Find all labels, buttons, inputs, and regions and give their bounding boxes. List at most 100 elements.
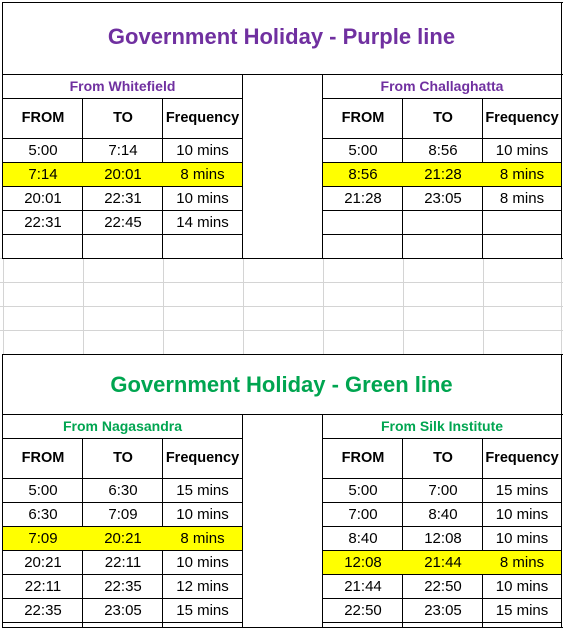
- from-nagasandra-label: From Nagasandra: [62, 418, 183, 434]
- table-cell-frequency: 10 mins: [176, 506, 229, 523]
- table-cell-from: 12:08: [344, 554, 382, 571]
- table-border: [322, 598, 561, 599]
- table-border: [322, 478, 561, 479]
- table-border: [322, 74, 323, 258]
- column-header-to: TO: [113, 450, 133, 466]
- gridline: [243, 258, 244, 354]
- column-header-frequency: Frequency: [165, 110, 240, 126]
- table-border: [2, 526, 242, 527]
- table-cell-to: 23:05: [104, 602, 142, 619]
- table-cell-frequency: 10 mins: [495, 506, 549, 523]
- table-cell-from: 5:00: [348, 482, 378, 499]
- table-cell-frequency: 8 mins: [180, 530, 225, 547]
- column-header-from: FROM: [341, 450, 385, 466]
- table-cell-frequency: 10 mins: [495, 142, 549, 159]
- table-cell-to: 6:30: [108, 482, 138, 499]
- table-border: [2, 234, 242, 235]
- table-cell-from: 20:01: [24, 190, 62, 207]
- from-silk-institute-label: From Silk Institute: [380, 418, 504, 434]
- table-cell-to: 20:21: [104, 530, 142, 547]
- table-border: [322, 138, 561, 139]
- table-cell-to: 7:14: [108, 142, 138, 159]
- table-cell-to: 22:45: [104, 214, 142, 231]
- table-cell-frequency: 10 mins: [495, 530, 549, 547]
- table-border: [2, 98, 242, 99]
- table-cell-frequency: 10 mins: [176, 554, 229, 571]
- table-cell-to: 22:35: [104, 578, 142, 595]
- table-border: [2, 478, 242, 479]
- highlighted-row: [323, 163, 561, 186]
- table-border: [322, 414, 323, 627]
- gridline: [323, 258, 324, 354]
- table-cell-to: 21:44: [424, 554, 462, 571]
- green-line-title: Government Holiday - Green line: [110, 372, 453, 397]
- gridline: [163, 258, 164, 354]
- table-border: [2, 550, 242, 551]
- table-border: [402, 438, 403, 627]
- highlighted-row: [323, 551, 561, 574]
- table-cell-to: 7:00: [428, 482, 458, 499]
- column-header-to: TO: [433, 450, 453, 466]
- from-whitefield-label: From Whitefield: [69, 78, 176, 94]
- table-cell-to: 12:08: [424, 530, 462, 547]
- table-border: [322, 162, 561, 163]
- table-border: [2, 438, 242, 439]
- table-border: [2, 502, 242, 503]
- gridline: [403, 258, 404, 354]
- gridline: [0, 306, 563, 307]
- column-header-from: FROM: [341, 110, 385, 126]
- table-border: [561, 2, 562, 258]
- column-header-from: FROM: [21, 110, 65, 126]
- table-border: [2, 354, 563, 355]
- table-cell-frequency: 8 mins: [499, 554, 545, 571]
- table-border: [482, 438, 483, 627]
- table-cell-from: 21:44: [344, 578, 382, 595]
- table-cell-to: 21:28: [424, 166, 462, 183]
- table-border: [2, 74, 563, 75]
- table-cell-to: 23:05: [424, 190, 462, 207]
- table-cell-frequency: 15 mins: [176, 602, 229, 619]
- table-cell-from: 22:11: [24, 578, 62, 595]
- table-cell-frequency: 15 mins: [495, 602, 549, 619]
- table-cell-from: 20:21: [24, 554, 62, 571]
- table-cell-to: [403, 211, 483, 235]
- table-border: [2, 186, 242, 187]
- table-cell-to: 22:31: [104, 190, 142, 207]
- from-challaghatta-label: From Challaghatta: [380, 78, 504, 94]
- table-border: [2, 622, 242, 623]
- table-border: [2, 2, 563, 3]
- table-border: [322, 210, 561, 211]
- table-border: [322, 234, 561, 235]
- table-cell-to: 20:01: [104, 166, 142, 183]
- gridline: [83, 258, 84, 354]
- column-header-to: TO: [433, 110, 453, 126]
- table-cell-from: 22:35: [24, 602, 62, 619]
- table-cell-from: 22:50: [344, 602, 382, 619]
- table-border: [2, 414, 563, 415]
- table-border: [322, 574, 561, 575]
- column-header-to: TO: [113, 110, 133, 126]
- table-cell-frequency: 8 mins: [499, 190, 545, 207]
- table-cell-from: [323, 211, 403, 235]
- table-border: [322, 186, 561, 187]
- highlighted-row: [3, 163, 242, 186]
- table-cell-from: 7:09: [28, 530, 58, 547]
- table-border: [322, 550, 561, 551]
- gridline: [561, 258, 562, 354]
- table-cell-to: 7:09: [108, 506, 138, 523]
- table-border: [242, 414, 243, 627]
- table-cell-frequency: 10 mins: [176, 142, 229, 159]
- table-border: [2, 598, 242, 599]
- table-border: [2, 162, 242, 163]
- table-cell-frequency: 8 mins: [499, 166, 545, 183]
- column-header-frequency: Frequency: [165, 450, 240, 466]
- table-border: [561, 354, 562, 627]
- table-cell-frequency: 10 mins: [176, 190, 229, 207]
- table-cell-from: 5:00: [28, 142, 58, 159]
- table-cell-frequency: 12 mins: [176, 578, 229, 595]
- gridline: [0, 330, 563, 331]
- table-cell-to: 22:11: [104, 554, 142, 571]
- gridline: [0, 282, 563, 283]
- column-header-frequency: Frequency: [485, 110, 559, 126]
- table-cell-from: 6:30: [28, 506, 58, 523]
